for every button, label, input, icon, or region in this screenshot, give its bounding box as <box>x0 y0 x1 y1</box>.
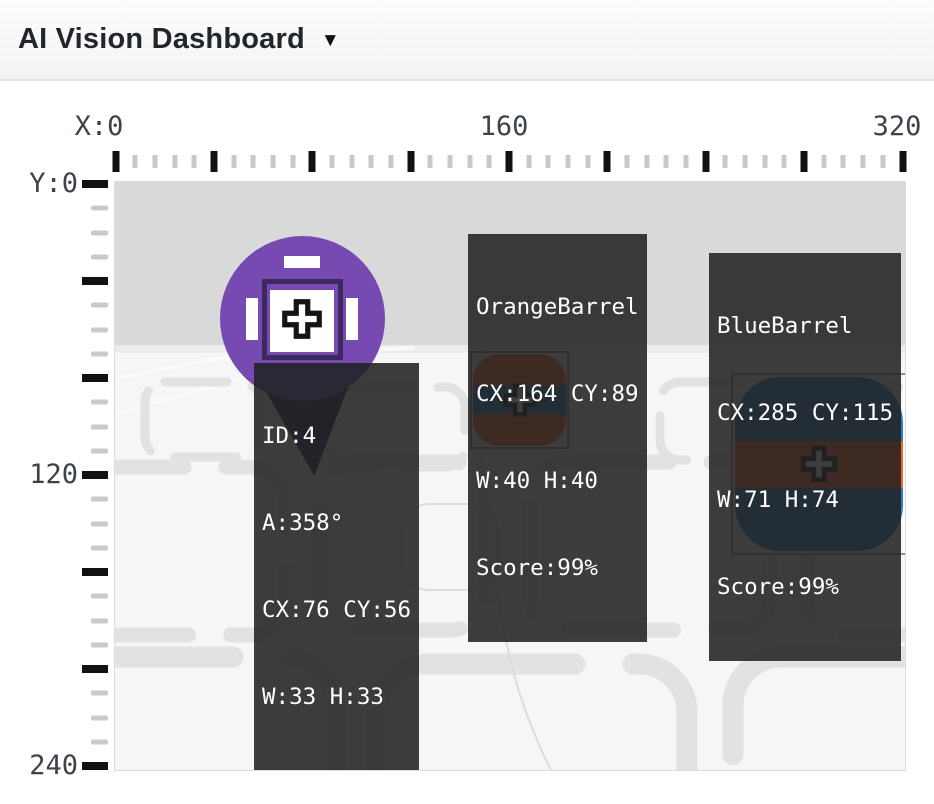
detection-label-line: CX:285 CY:115 <box>717 400 894 426</box>
header-bar: AI Vision Dashboard ▼ <box>0 0 934 81</box>
y-ruler-tick <box>91 618 108 623</box>
y-ruler-tick <box>91 715 108 720</box>
x-ruler-tick <box>683 155 689 168</box>
x-ruler-tick <box>545 155 551 168</box>
y-ruler-tick <box>91 593 108 599</box>
robot-heading-notch <box>284 256 320 268</box>
robot-info-label: ID:4 A:358° CX:76 CY:56 W:33 H:33 <box>254 363 420 770</box>
y-ruler-tick <box>91 327 108 332</box>
y-ruler <box>82 180 110 773</box>
x-ruler-tick <box>762 155 768 168</box>
x-ruler-tick <box>663 155 669 168</box>
camera-view-canvas[interactable]: ID:4 A:358° CX:76 CY:56 W:33 H:33 Orange… <box>114 181 906 771</box>
y-ruler-tick <box>91 642 108 648</box>
detection-label-line: OrangeBarrel <box>476 294 639 320</box>
x-ruler-tick <box>152 155 158 168</box>
x-ruler-tick <box>880 155 886 168</box>
x-ruler-tick <box>447 155 453 168</box>
y-ruler-tick <box>82 471 108 479</box>
x-ruler-tick <box>860 155 866 168</box>
y-ruler-tick <box>82 568 108 576</box>
x-ruler-tick <box>467 155 473 168</box>
y-ruler-tick <box>91 448 108 454</box>
y-ruler-tick <box>82 665 108 673</box>
y-ruler-tick <box>91 302 108 308</box>
y-ruler-tick <box>82 180 108 188</box>
x-ruler-tick <box>722 155 728 168</box>
x-ruler-tick <box>231 155 237 168</box>
y-ruler-tick <box>91 399 108 405</box>
y-ruler-tick <box>82 374 108 382</box>
detection-label-line: Score:99% <box>476 555 598 581</box>
x-ruler-tick <box>840 155 846 168</box>
y-ruler-tick <box>82 277 108 285</box>
x-ruler-tick <box>624 155 630 168</box>
x-ruler-tick <box>388 155 394 168</box>
x-ruler-tick <box>112 151 119 172</box>
detection-label-line: W:71 H:74 <box>717 487 839 513</box>
chevron-down-icon[interactable]: ▼ <box>320 30 340 51</box>
x-ruler-tick <box>742 155 748 168</box>
y-ruler-tick <box>91 739 108 745</box>
x-ruler-tick <box>407 151 415 172</box>
y-axis-label-0: Y:0 <box>29 168 78 199</box>
y-ruler-tick <box>91 230 108 235</box>
robot-right-wheel <box>346 298 358 340</box>
x-ruler-tick <box>702 151 710 172</box>
robot-center-crosshair-icon <box>282 299 322 339</box>
x-ruler-tick <box>210 151 218 172</box>
detection-label-line: W:40 H:40 <box>476 468 598 494</box>
y-ruler-tick <box>91 690 108 696</box>
y-ruler-tick <box>91 424 108 429</box>
y-ruler-tick <box>91 254 108 260</box>
x-ruler-tick <box>526 155 532 168</box>
x-ruler-tick <box>486 155 492 168</box>
detection-label-line: Score:99% <box>717 574 839 600</box>
page-title: AI Vision Dashboard <box>18 23 305 55</box>
x-ruler-tick <box>290 155 296 168</box>
x-ruler-tick <box>250 155 256 168</box>
x-ruler-tick <box>349 155 355 168</box>
x-ruler-tick <box>821 155 827 168</box>
x-ruler-tick <box>427 155 433 168</box>
blue-barrel-info-label: BlueBarrel CX:285 CY:115 W:71 H:74 Score… <box>709 253 902 661</box>
y-ruler-tick <box>82 762 108 770</box>
x-axis-label-320: 320 <box>872 111 922 142</box>
detection-label-line: CX:76 CY:56 <box>262 597 412 623</box>
y-ruler-tick <box>91 545 108 551</box>
y-ruler-tick <box>91 521 108 526</box>
y-ruler-tick <box>91 205 108 211</box>
y-ruler-tick <box>91 351 108 357</box>
x-ruler-tick <box>329 155 335 168</box>
x-ruler-tick <box>308 151 316 172</box>
x-ruler-tick <box>565 155 571 168</box>
x-ruler-tick <box>603 151 611 172</box>
x-ruler-tick <box>781 155 787 168</box>
x-ruler-tick <box>191 155 197 168</box>
x-ruler-tick <box>585 155 591 168</box>
y-axis-label-240: 240 <box>29 750 78 781</box>
x-ruler-tick <box>172 155 178 168</box>
x-ruler <box>112 150 906 172</box>
y-ruler-tick <box>91 496 108 502</box>
orange-barrel-info-label: OrangeBarrel CX:164 CY:89 W:40 H:40 Scor… <box>468 234 647 642</box>
x-axis-label-160: 160 <box>479 111 529 142</box>
x-axis-label-0: X:0 <box>74 111 124 142</box>
y-axis-label-120: 120 <box>29 459 78 490</box>
x-ruler-tick <box>368 155 374 168</box>
detection-label-line: W:33 H:33 <box>262 684 384 710</box>
detection-label-line: A:358° <box>262 510 344 536</box>
x-ruler-tick <box>800 151 808 172</box>
x-ruler-tick <box>505 151 513 172</box>
detection-label-line: ID:4 <box>262 423 317 449</box>
detection-label-line: BlueBarrel <box>717 313 853 339</box>
robot-left-wheel <box>246 298 258 340</box>
x-ruler-tick <box>132 155 138 168</box>
x-ruler-tick <box>899 151 906 172</box>
detection-label-line: CX:164 CY:89 <box>476 381 639 407</box>
x-ruler-tick <box>270 155 276 168</box>
robot-bbox <box>262 279 343 360</box>
x-ruler-tick <box>644 155 650 168</box>
